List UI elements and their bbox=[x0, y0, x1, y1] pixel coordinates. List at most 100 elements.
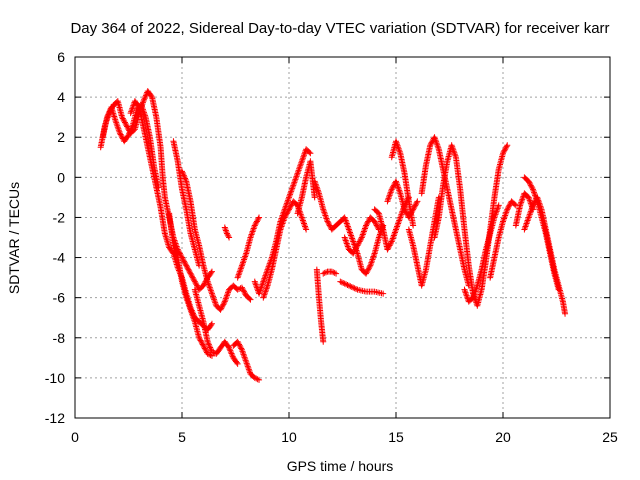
data-point bbox=[225, 233, 232, 240]
data-point bbox=[288, 202, 295, 209]
data-point bbox=[184, 265, 191, 272]
data-point bbox=[347, 283, 354, 290]
data-point bbox=[186, 269, 193, 276]
data-point bbox=[410, 222, 417, 229]
data-point bbox=[284, 209, 291, 216]
data-point bbox=[330, 269, 337, 276]
data-point bbox=[236, 342, 243, 349]
data-point bbox=[500, 148, 507, 155]
data-point bbox=[357, 237, 364, 244]
data-point bbox=[206, 343, 213, 350]
data-point bbox=[188, 271, 195, 278]
data-point bbox=[116, 130, 123, 137]
data-point bbox=[306, 149, 313, 156]
data-point bbox=[338, 279, 345, 286]
chart-title: Day 364 of 2022, Sidereal Day-to-day VTE… bbox=[70, 20, 609, 37]
data-point bbox=[140, 98, 147, 105]
data-point bbox=[182, 261, 189, 268]
data-point bbox=[141, 95, 148, 102]
data-point bbox=[343, 281, 350, 288]
data-point bbox=[141, 96, 148, 103]
data-point bbox=[226, 234, 233, 241]
data-point bbox=[234, 338, 241, 345]
data-point bbox=[528, 183, 535, 190]
data-point bbox=[402, 207, 409, 214]
data-point bbox=[207, 344, 214, 351]
data-point bbox=[129, 123, 136, 130]
data-point bbox=[506, 202, 513, 209]
data-point bbox=[340, 279, 347, 286]
data-point bbox=[122, 120, 129, 127]
data-point bbox=[208, 321, 215, 328]
data-point bbox=[191, 277, 198, 284]
y-tick-label: 2 bbox=[57, 129, 65, 145]
plot-frame bbox=[74, 56, 611, 419]
x-tick-label: 10 bbox=[281, 429, 297, 445]
data-point bbox=[351, 285, 358, 292]
data-point bbox=[179, 169, 186, 176]
data-point bbox=[239, 285, 246, 292]
data-point bbox=[388, 186, 395, 193]
data-point bbox=[187, 270, 194, 277]
data-layer bbox=[97, 88, 569, 383]
data-point bbox=[527, 182, 534, 189]
data-point bbox=[251, 374, 258, 381]
data-point bbox=[562, 310, 569, 317]
data-point bbox=[204, 338, 211, 345]
data-point bbox=[355, 241, 362, 248]
data-point bbox=[119, 115, 126, 122]
data-point bbox=[365, 265, 372, 272]
data-point bbox=[380, 290, 387, 297]
data-point bbox=[126, 130, 133, 137]
data-point bbox=[180, 172, 187, 179]
data-point bbox=[355, 239, 362, 246]
data-point bbox=[128, 125, 135, 132]
data-point bbox=[218, 305, 225, 312]
data-point bbox=[328, 268, 335, 275]
data-point bbox=[235, 340, 242, 347]
data-point bbox=[127, 126, 134, 133]
data-point bbox=[255, 215, 262, 222]
data-point bbox=[193, 281, 200, 288]
data-point bbox=[337, 278, 344, 285]
data-point bbox=[223, 230, 230, 237]
y-tick-label: -2 bbox=[53, 209, 66, 225]
data-point bbox=[385, 243, 392, 250]
x-tick-label: 5 bbox=[178, 429, 186, 445]
data-point bbox=[208, 320, 215, 327]
data-point bbox=[183, 262, 190, 269]
data-point bbox=[373, 221, 380, 228]
data-point bbox=[179, 168, 185, 175]
data-point bbox=[229, 351, 236, 358]
data-point bbox=[238, 284, 245, 291]
data-point bbox=[208, 269, 215, 276]
data-point bbox=[529, 202, 536, 209]
data-point bbox=[104, 112, 111, 119]
data-point bbox=[352, 246, 359, 253]
y-tick-label: 6 bbox=[57, 49, 65, 65]
data-point bbox=[387, 241, 394, 248]
data-point bbox=[208, 268, 215, 275]
data-point bbox=[320, 270, 327, 277]
data-point bbox=[363, 222, 370, 229]
data-point bbox=[125, 132, 132, 139]
data-point bbox=[207, 352, 214, 359]
data-point bbox=[333, 270, 340, 277]
data-point bbox=[227, 347, 234, 354]
data-point bbox=[193, 282, 200, 289]
data-point bbox=[282, 213, 289, 220]
data-point bbox=[390, 183, 397, 190]
data-point bbox=[142, 93, 149, 100]
tick-layer: 0 5 10 15 20 25 -12 -10 -8 -6 -4 -2 0 2 4 6 bbox=[45, 49, 618, 445]
data-point bbox=[256, 376, 263, 383]
data-point bbox=[219, 302, 226, 309]
data-point bbox=[502, 146, 509, 153]
data-point bbox=[364, 267, 371, 274]
data-point bbox=[555, 286, 562, 293]
y-tick-label: -10 bbox=[45, 370, 65, 386]
data-point bbox=[191, 278, 198, 285]
data-point bbox=[205, 340, 212, 347]
data-point bbox=[234, 286, 241, 293]
data-point bbox=[135, 102, 142, 109]
data-point bbox=[234, 360, 241, 367]
